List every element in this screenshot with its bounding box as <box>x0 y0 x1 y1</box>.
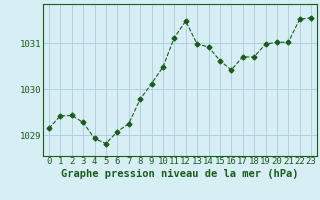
X-axis label: Graphe pression niveau de la mer (hPa): Graphe pression niveau de la mer (hPa) <box>61 169 299 179</box>
